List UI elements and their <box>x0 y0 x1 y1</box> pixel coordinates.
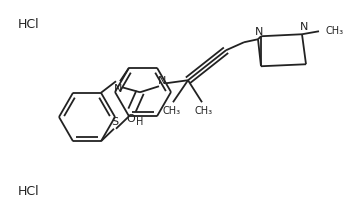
Text: N: N <box>114 84 122 94</box>
Text: HCl: HCl <box>18 185 40 198</box>
Text: CH₃: CH₃ <box>163 106 181 116</box>
Text: N: N <box>158 76 166 86</box>
Text: N: N <box>300 22 308 32</box>
Text: N: N <box>255 27 263 37</box>
Text: CH₃: CH₃ <box>195 106 213 116</box>
Text: CH₃: CH₃ <box>326 26 344 36</box>
Text: O: O <box>127 114 135 124</box>
Text: H: H <box>136 117 144 127</box>
Text: S: S <box>112 117 119 127</box>
Text: HCl: HCl <box>18 18 40 31</box>
